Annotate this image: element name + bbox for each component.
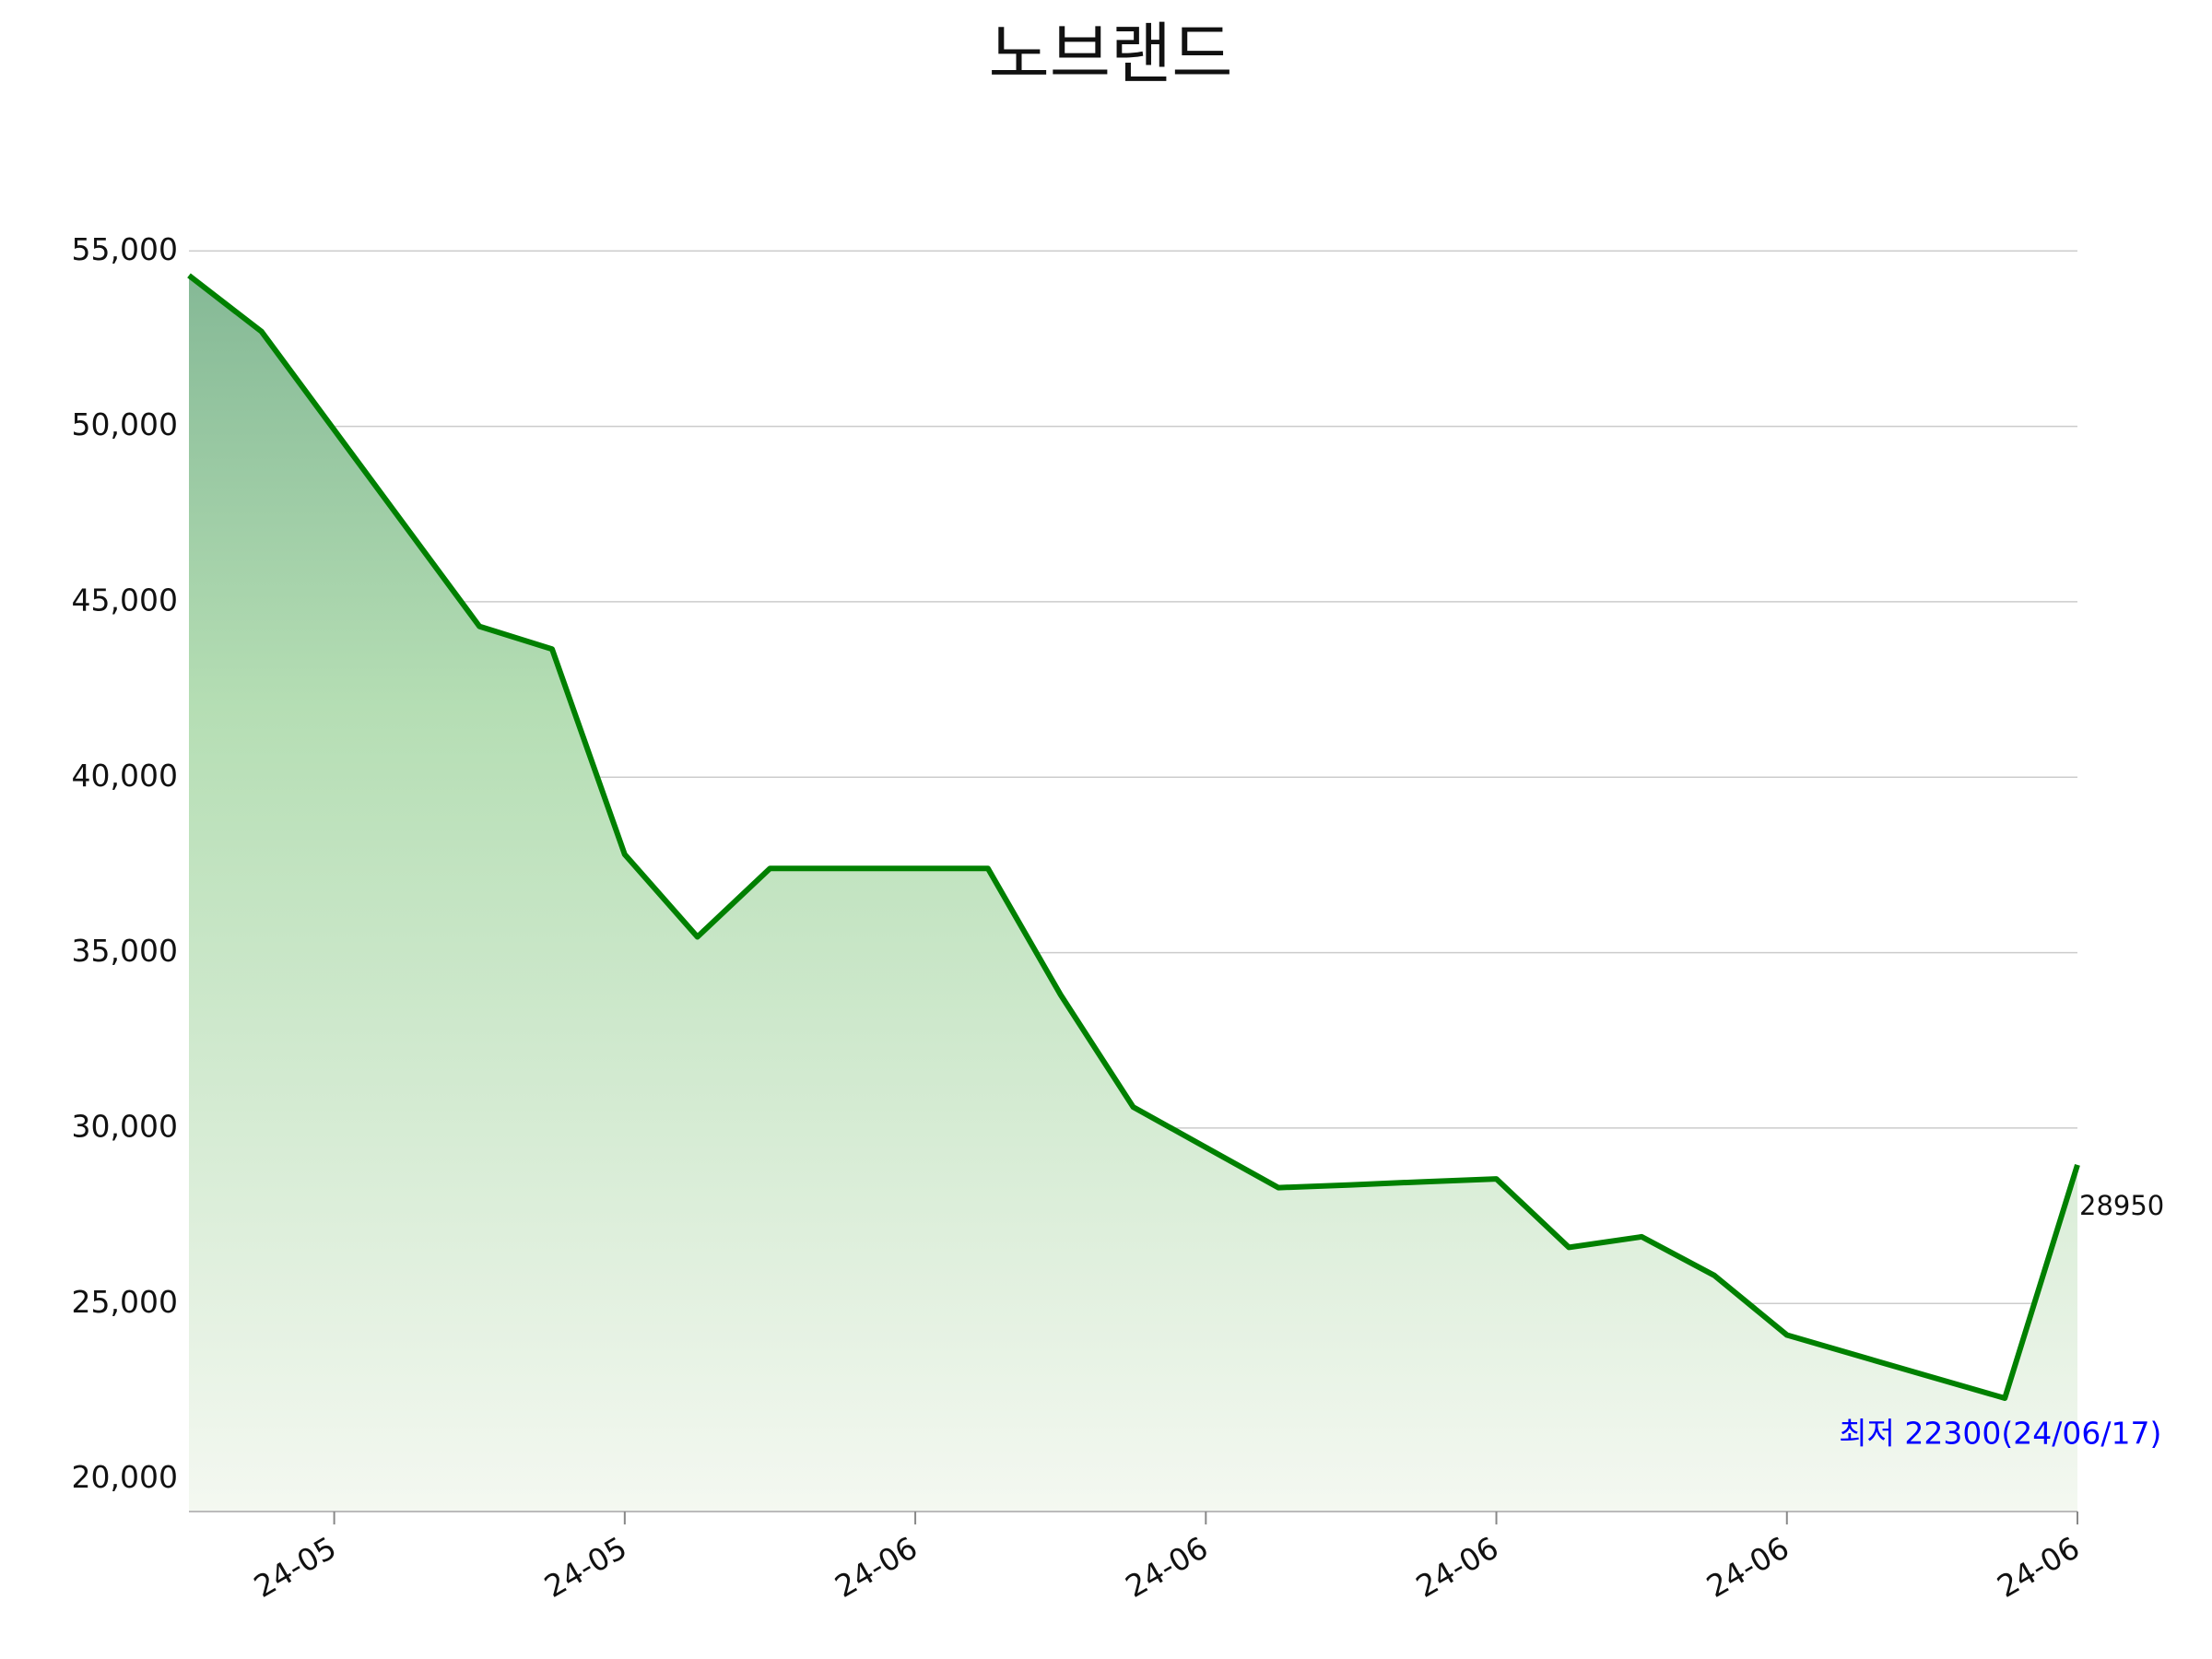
y-tick-label: 45,000 bbox=[72, 582, 178, 618]
y-tick-label: 20,000 bbox=[72, 1459, 178, 1495]
min-annotation: 최저 22300(24/06/17) bbox=[1839, 1416, 2161, 1452]
y-tick-label: 35,000 bbox=[72, 933, 178, 969]
chart-title: 노브랜드 bbox=[989, 16, 1233, 93]
y-tick-label: 50,000 bbox=[72, 406, 178, 442]
x-tick-label: 24-05 bbox=[248, 1529, 343, 1605]
line bbox=[187, 273, 2080, 1401]
y-tick-label: 30,000 bbox=[72, 1108, 178, 1144]
x-tick-label: 24-06 bbox=[829, 1529, 924, 1605]
x-tick-label: 24-06 bbox=[1700, 1529, 1795, 1605]
y-tick-label: 25,000 bbox=[72, 1284, 178, 1320]
area bbox=[189, 275, 2077, 1512]
y-tick-label: 40,000 bbox=[72, 758, 178, 794]
x-tick-label: 24-05 bbox=[538, 1529, 633, 1605]
x-tick-label: 24-06 bbox=[1120, 1529, 1215, 1605]
x-tick-label: 24-06 bbox=[1991, 1529, 2086, 1605]
x-tick-label: 24-06 bbox=[1410, 1529, 1505, 1605]
last-value-label: 28950 bbox=[2079, 1190, 2164, 1221]
y-tick-label: 55,000 bbox=[72, 231, 178, 267]
